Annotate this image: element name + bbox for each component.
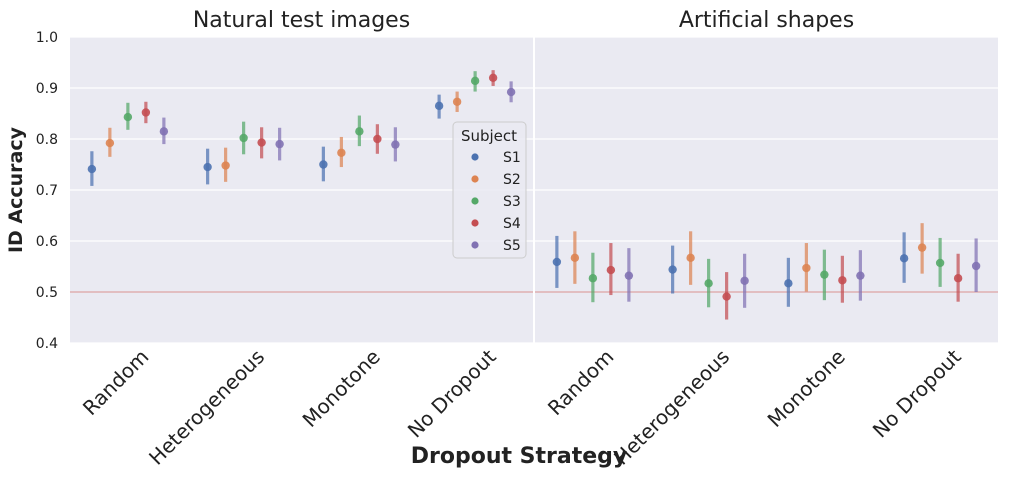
point-s4	[257, 138, 266, 147]
point-s2	[686, 253, 695, 263]
panel-title: Natural test images	[193, 8, 410, 33]
x-tick-label: Random	[78, 345, 154, 421]
x-tick-label: Random	[543, 345, 619, 421]
panel-title: Artificial shapes	[679, 8, 854, 33]
point-s3	[704, 279, 713, 288]
point-s1	[319, 160, 328, 169]
point-s2	[802, 263, 811, 273]
x-tick-label: Heterogeneous	[609, 345, 734, 470]
legend-marker-s3	[471, 197, 479, 205]
legend-label-s2: S2	[503, 172, 521, 188]
y-tick-label: 1.0	[36, 30, 58, 46]
legend-label-s4: S4	[503, 216, 521, 232]
point-s5	[391, 140, 400, 149]
point-s4	[488, 73, 498, 83]
point-s5	[856, 271, 865, 280]
x-tick-label: Monotone	[763, 345, 850, 432]
point-s4	[722, 292, 731, 301]
legend-title: Subject	[461, 127, 517, 145]
y-tick-label: 0.8	[36, 132, 58, 148]
legend-label-s3: S3	[503, 194, 521, 210]
legend-box	[452, 121, 527, 259]
point-s2	[221, 161, 230, 170]
point-s1	[552, 257, 562, 267]
point-s2	[337, 148, 346, 157]
x-tick-label: No Dropout	[868, 344, 966, 442]
legend-marker-s4	[471, 219, 479, 227]
point-s5	[506, 87, 516, 97]
point-s4	[606, 265, 616, 275]
point-s5	[275, 139, 284, 149]
point-s4	[141, 108, 151, 117]
point-s3	[470, 76, 480, 86]
point-s3	[239, 133, 248, 143]
point-s2	[105, 138, 115, 148]
point-s2	[570, 253, 580, 263]
point-s3	[123, 112, 133, 122]
point-s5	[740, 276, 749, 285]
y-tick-label: 0.5	[36, 285, 58, 301]
legend-label-s1: S1	[503, 150, 521, 166]
point-s2	[917, 243, 927, 252]
point-s1	[784, 279, 793, 288]
legend: Subject S1 S2 S3 S4 S5	[452, 121, 527, 259]
legend-label-s5: S5	[503, 238, 521, 254]
legend-marker-s2	[471, 175, 479, 183]
point-s5	[624, 271, 634, 280]
point-s5	[159, 127, 169, 136]
point-s1	[434, 101, 444, 111]
y-tick-label: 0.7	[36, 183, 58, 199]
point-s4	[953, 274, 963, 283]
x-tick-label: Heterogeneous	[144, 345, 269, 470]
x-tick-label: No Dropout	[403, 344, 501, 442]
point-s4	[838, 276, 847, 285]
legend-marker-s5	[471, 241, 479, 249]
point-s3	[355, 127, 364, 136]
y-axis-label: ID Accuracy	[5, 126, 27, 253]
point-s2	[452, 97, 462, 106]
point-s3	[820, 270, 829, 279]
point-s1	[203, 162, 212, 172]
point-s1	[668, 265, 677, 274]
point-s4	[373, 134, 382, 144]
y-tick-label: 0.9	[36, 81, 58, 97]
x-axis-label: Dropout Strategy	[411, 444, 628, 469]
legend-marker-s1	[471, 153, 479, 161]
x-tick-label: Monotone	[298, 345, 385, 432]
point-s3	[588, 274, 598, 283]
point-s3	[935, 258, 945, 268]
y-tick-label: 0.6	[36, 234, 58, 250]
point-s5	[971, 261, 981, 271]
y-tick-label: 0.4	[36, 336, 58, 352]
point-s1	[87, 164, 97, 174]
point-s1	[899, 254, 909, 263]
